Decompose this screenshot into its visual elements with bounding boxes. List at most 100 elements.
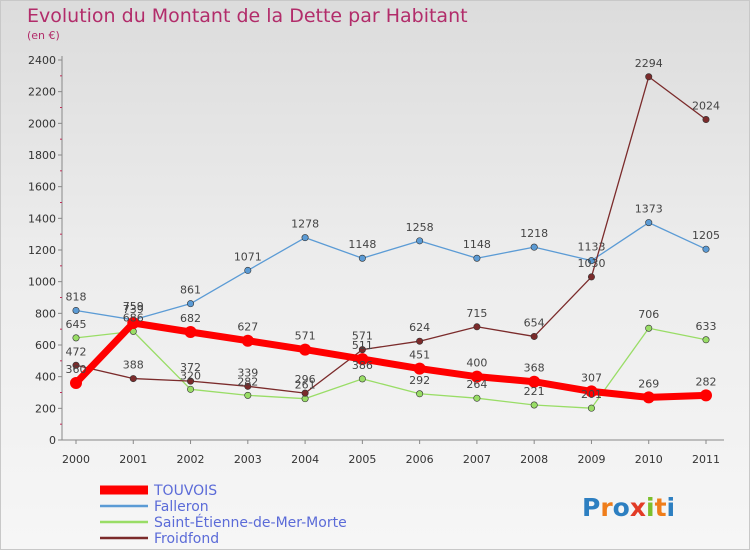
data-label: 682	[180, 312, 201, 325]
y-tick-label: 2200	[28, 86, 56, 99]
data-point	[702, 245, 710, 253]
data-point	[585, 385, 598, 398]
data-label: 307	[581, 371, 602, 384]
data-point	[129, 375, 137, 383]
x-tick-label: 2002	[177, 453, 205, 466]
data-point	[244, 266, 252, 274]
data-label: 654	[524, 316, 545, 329]
data-label: 645	[66, 318, 87, 331]
x-tick-label: 2005	[348, 453, 376, 466]
data-label: 1205	[692, 229, 720, 242]
data-point	[356, 353, 369, 366]
x-tick-label: 2011	[692, 453, 720, 466]
data-label: 292	[409, 374, 430, 387]
series-line-0	[72, 319, 710, 401]
data-point	[473, 254, 481, 262]
data-point	[528, 375, 541, 388]
data-point	[587, 273, 595, 281]
chart-subtitle: (en €)	[27, 29, 60, 42]
data-point	[645, 324, 653, 332]
y-tick-label: 400	[35, 371, 56, 384]
y-tick-label: 1000	[28, 276, 56, 289]
data-label: 296	[295, 373, 316, 386]
data-point	[530, 332, 538, 340]
data-label: 759	[123, 300, 144, 313]
data-point	[301, 234, 309, 242]
data-label: 571	[295, 330, 316, 343]
y-tick-label: 200	[35, 402, 56, 415]
data-point	[358, 254, 366, 262]
data-point	[416, 337, 424, 345]
data-label: 1373	[635, 203, 663, 216]
x-tick-label: 2006	[406, 453, 434, 466]
y-tick-label: 1400	[28, 212, 56, 225]
data-label: 400	[466, 357, 487, 370]
data-point	[700, 389, 712, 402]
data-point	[241, 334, 254, 347]
data-label: 269	[638, 377, 659, 390]
x-tick-label: 2000	[62, 453, 90, 466]
x-tick-label: 2001	[119, 453, 147, 466]
data-point	[70, 377, 82, 389]
y-tick-label: 2400	[28, 54, 56, 67]
x-tick-label: 2003	[234, 453, 262, 466]
y-tick-label: 1200	[28, 244, 56, 257]
data-label: 386	[352, 359, 373, 372]
data-point	[645, 73, 653, 81]
data-label: 282	[237, 375, 258, 388]
data-label: 861	[180, 284, 201, 297]
series-line-1	[75, 221, 707, 321]
data-label: 818	[66, 290, 87, 303]
logo-letter: P	[582, 493, 600, 522]
logo-letter: x	[630, 493, 646, 522]
data-label: 686	[123, 311, 144, 324]
data-label: 739	[123, 303, 144, 316]
legend-label: Saint-Étienne-de-Mer-Morte	[154, 514, 347, 531]
data-label: 1133	[577, 241, 605, 254]
data-label: 624	[409, 321, 430, 334]
data-label: 1030	[577, 257, 605, 270]
data-label: 388	[123, 359, 144, 372]
y-tick-label: 0	[49, 434, 56, 447]
data-point	[72, 361, 80, 369]
data-label: 2024	[692, 100, 720, 113]
x-tick-label: 2009	[577, 453, 605, 466]
data-label: 1148	[348, 238, 376, 251]
data-label: 264	[466, 378, 487, 391]
data-label: 1148	[463, 238, 491, 251]
data-point	[184, 326, 197, 339]
data-point	[358, 375, 366, 383]
data-label: 633	[696, 320, 717, 333]
data-label: 1278	[291, 218, 319, 231]
data-point	[473, 394, 481, 402]
data-label: 261	[295, 379, 316, 392]
data-point	[416, 237, 424, 245]
logo-letter: t	[655, 493, 667, 522]
x-tick-label: 2007	[463, 453, 491, 466]
x-tick-label: 2008	[520, 453, 548, 466]
data-point	[530, 243, 538, 251]
logo-letter: o	[613, 493, 630, 522]
y-tick-label: 1800	[28, 149, 56, 162]
data-label: 451	[409, 349, 430, 362]
legend-label: Froidfond	[154, 531, 219, 547]
data-point	[702, 336, 710, 344]
series-line-3	[75, 76, 707, 394]
data-label: 368	[524, 362, 545, 375]
data-point	[244, 382, 252, 390]
data-point	[187, 385, 195, 393]
logo-letter: r	[600, 493, 613, 522]
data-point	[470, 370, 483, 383]
data-point	[72, 306, 80, 314]
data-point	[642, 391, 655, 404]
data-point	[299, 343, 312, 356]
data-label: 706	[638, 308, 659, 321]
y-tick-label: 2000	[28, 117, 56, 130]
data-label: 360	[66, 363, 87, 376]
y-tick-label: 800	[35, 307, 56, 320]
data-point	[301, 389, 309, 397]
x-tick-label: 2010	[635, 453, 663, 466]
data-label: 320	[180, 369, 201, 382]
